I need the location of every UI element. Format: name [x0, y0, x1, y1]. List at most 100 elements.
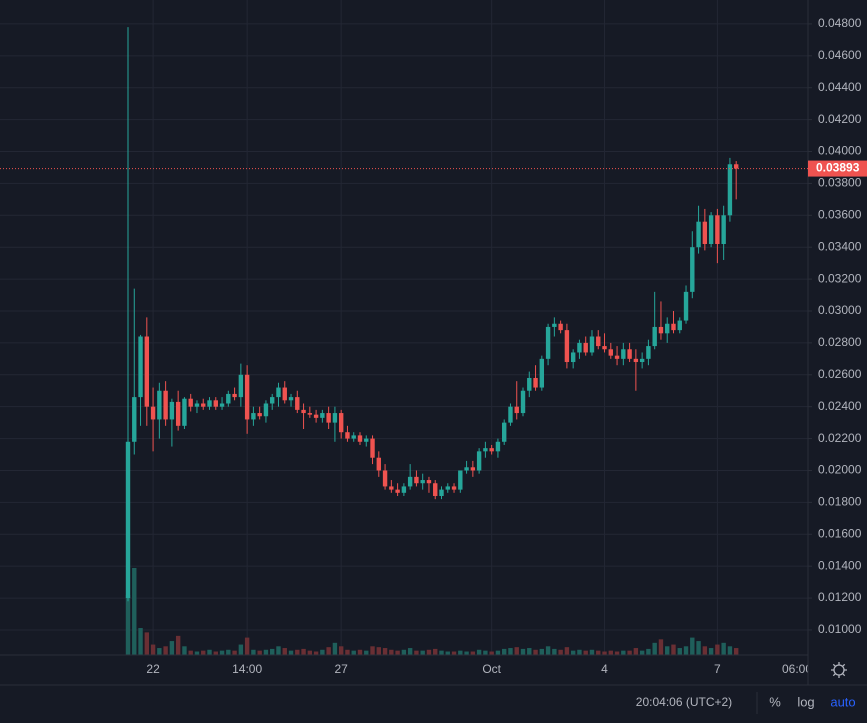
volume-bar	[244, 637, 250, 655]
volume-bar	[476, 649, 482, 655]
x-tick-label: Oct	[482, 662, 501, 676]
candle-body	[263, 403, 269, 417]
candle-body	[213, 400, 218, 407]
candle-body	[175, 401, 181, 426]
candle-body	[520, 390, 526, 414]
volume-bar	[219, 650, 225, 655]
candle-body	[502, 422, 507, 442]
volume-bar	[251, 649, 256, 655]
candle-body	[226, 393, 231, 404]
volume-bar	[727, 646, 733, 655]
volume-bar	[470, 651, 476, 655]
candle-body	[169, 401, 175, 420]
y-tick-label: 0.03200	[818, 271, 862, 285]
settings-button[interactable]	[831, 662, 847, 678]
y-tick-label: 0.02800	[818, 335, 862, 349]
volume-bar	[677, 648, 682, 655]
candle-body	[652, 326, 657, 347]
volume-bar	[646, 648, 651, 655]
candle-body	[627, 349, 632, 359]
y-tick-label: 0.04600	[818, 48, 862, 62]
candle-body	[144, 336, 150, 407]
candle-body	[219, 403, 225, 407]
candle-body	[244, 374, 250, 420]
volume-bar	[621, 650, 626, 655]
candle-body	[433, 483, 438, 496]
volume-bar	[395, 650, 400, 655]
volume-bar	[226, 649, 231, 655]
volume-bar	[533, 649, 538, 655]
volume-bar	[614, 651, 620, 655]
volume-bar	[389, 649, 394, 655]
candle-body	[683, 291, 689, 321]
volume-bar	[495, 650, 501, 655]
candle-body	[313, 414, 319, 418]
x-tick-label: 7	[714, 662, 721, 676]
clock[interactable]: 20:04:06 (UTC+2)	[636, 695, 732, 709]
candle-body	[639, 358, 645, 363]
candle-body	[727, 164, 733, 216]
percent-toggle[interactable]: %	[769, 694, 781, 709]
log-toggle[interactable]: log	[797, 694, 814, 709]
candle-body	[464, 467, 469, 471]
candle-body	[401, 486, 407, 493]
candle-body	[621, 349, 626, 359]
candle-body	[570, 352, 576, 363]
volume-bar	[295, 649, 300, 655]
volume-bar	[320, 649, 325, 655]
candle-body	[270, 397, 275, 404]
volume-bar	[702, 646, 708, 655]
auto-toggle[interactable]: auto	[830, 694, 855, 709]
candle-body	[188, 398, 193, 407]
volume-bar	[257, 650, 262, 655]
candle-body	[163, 390, 168, 420]
volume-bar	[658, 639, 664, 655]
candle-body	[583, 342, 588, 353]
candle-body	[439, 489, 444, 496]
candle-body	[514, 406, 519, 414]
candle-body	[545, 326, 551, 359]
candle-body	[495, 441, 501, 452]
volume-bar	[345, 649, 350, 655]
volume-bar	[665, 646, 670, 655]
volume-bar	[194, 651, 200, 655]
candle-body	[633, 358, 639, 363]
candle-body	[533, 377, 538, 388]
volume-bar	[558, 649, 563, 655]
candle-body	[458, 470, 463, 490]
volume-bar	[332, 642, 338, 655]
candle-body	[332, 413, 338, 423]
candle-body	[614, 355, 620, 359]
y-tick-label: 0.01600	[818, 526, 862, 540]
volume-bar	[639, 650, 645, 655]
gear-icon	[833, 664, 845, 676]
x-tick-label: 4	[601, 662, 608, 676]
candle-body	[483, 448, 488, 452]
y-tick-label: 0.03600	[818, 207, 862, 221]
y-tick-label: 0.04400	[818, 80, 862, 94]
volume-bar	[238, 644, 244, 655]
volume-bar	[213, 651, 218, 655]
candle-body	[708, 215, 714, 245]
y-tick-label: 0.03800	[818, 176, 862, 190]
candle-body	[357, 435, 363, 442]
volume-bar	[633, 648, 639, 655]
volume-bar	[545, 646, 551, 655]
candle-body	[589, 336, 595, 353]
volume-bar	[502, 648, 507, 655]
volume-bar	[276, 646, 281, 655]
volume-bar	[696, 641, 701, 655]
volume-bar	[382, 648, 388, 655]
candle-layer	[125, 27, 739, 602]
y-tick-label: 0.02400	[818, 399, 862, 413]
candle-body	[527, 377, 532, 391]
candle-body	[451, 486, 457, 490]
volume-bar	[232, 650, 237, 655]
volume-bar	[721, 642, 726, 655]
candle-body	[288, 397, 294, 401]
y-tick-label: 0.01400	[818, 558, 862, 572]
candle-body	[364, 438, 369, 442]
